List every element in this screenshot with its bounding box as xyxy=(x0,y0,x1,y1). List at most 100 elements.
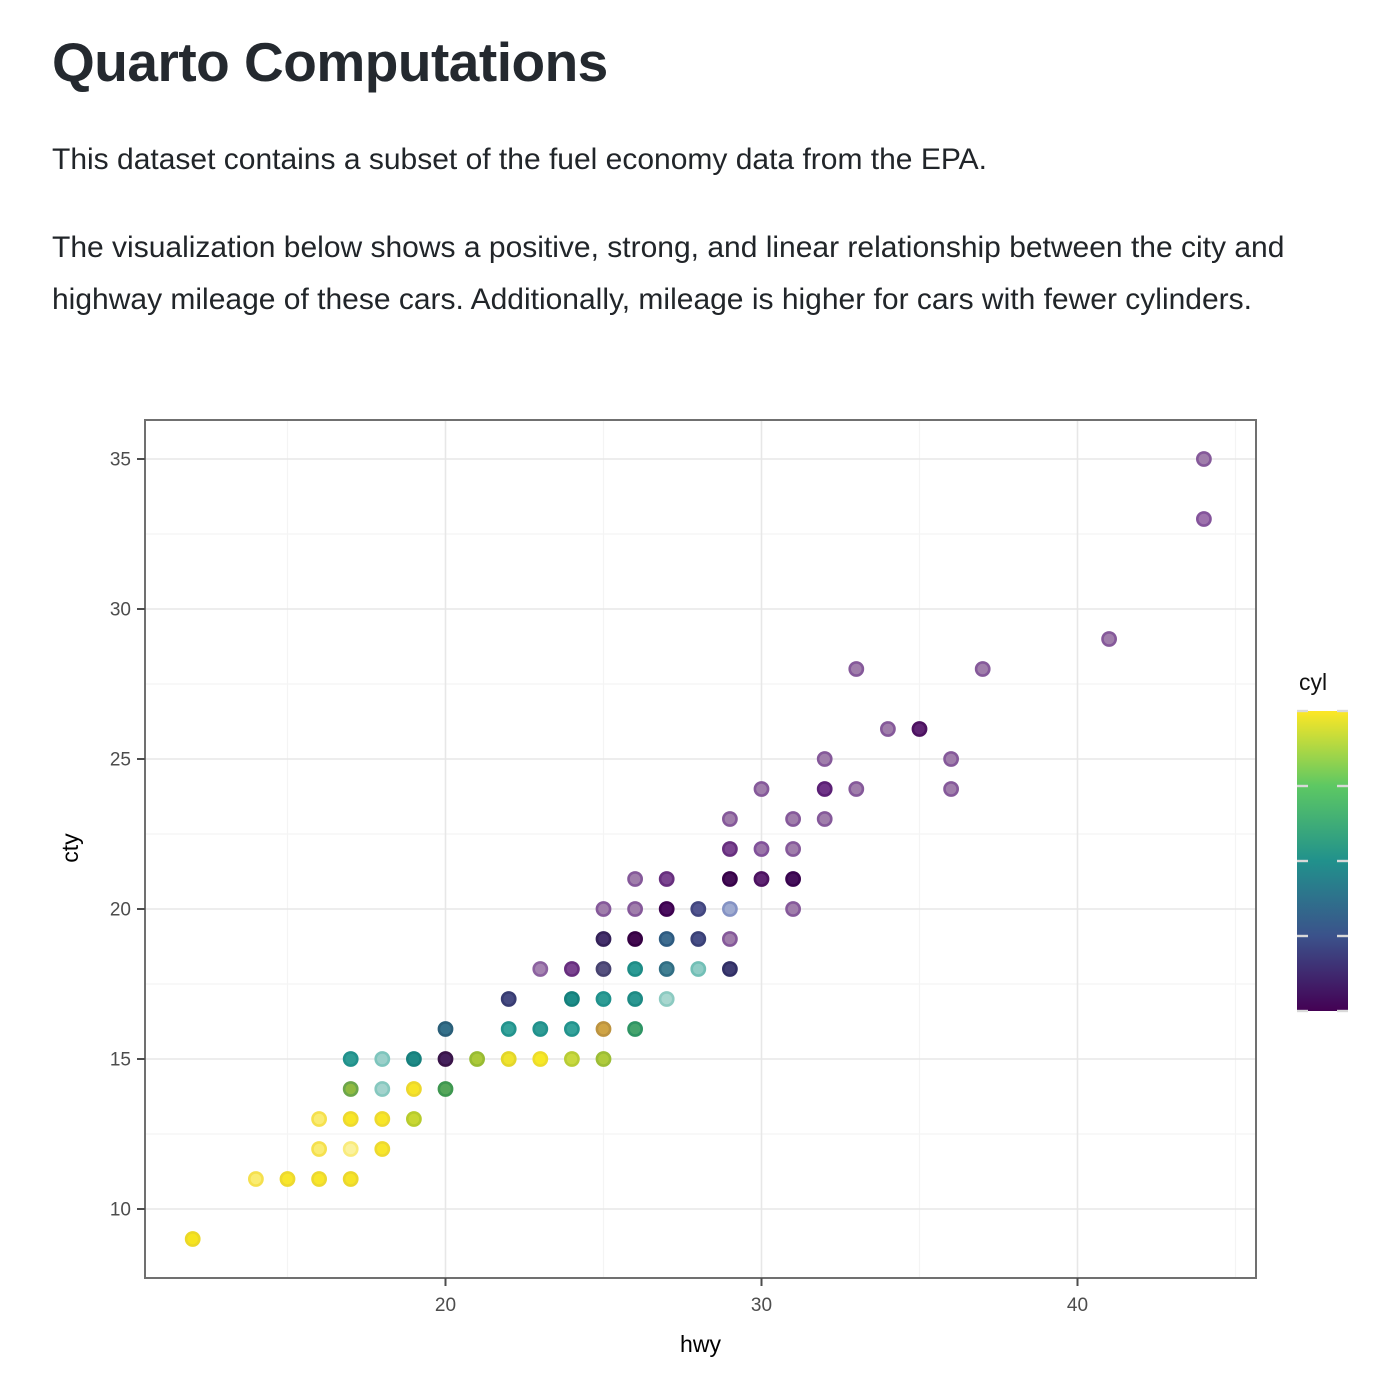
x-axis: 20 30 40 hwy xyxy=(435,1278,1088,1357)
data-point xyxy=(627,901,643,917)
data-point xyxy=(785,841,801,857)
data-point xyxy=(311,1171,327,1187)
data-point xyxy=(690,931,707,947)
data-point xyxy=(595,1021,612,1037)
data-point xyxy=(658,991,675,1007)
data-point xyxy=(816,811,833,827)
data-point xyxy=(311,1141,327,1157)
data-point xyxy=(785,811,801,827)
scatter-points xyxy=(184,451,1212,1247)
legend-colorbar: cyl xyxy=(1297,669,1348,1013)
data-point xyxy=(595,991,612,1007)
x-tick-label: 20 xyxy=(435,1295,456,1316)
y-tick-label: 30 xyxy=(110,600,131,621)
data-point xyxy=(785,871,801,887)
data-point xyxy=(911,721,928,737)
description-paragraph: The visualization below shows a positive… xyxy=(52,231,1285,316)
data-point xyxy=(722,961,738,977)
data-point xyxy=(943,751,959,767)
data-point xyxy=(785,901,801,917)
grid-minor xyxy=(145,420,1256,1278)
data-point xyxy=(880,721,896,737)
data-point xyxy=(564,961,580,977)
data-point xyxy=(469,1051,485,1067)
data-point xyxy=(342,1051,359,1067)
data-point xyxy=(627,961,643,977)
data-point xyxy=(184,1231,201,1247)
data-point xyxy=(627,991,643,1007)
legend-title: cyl xyxy=(1299,669,1327,695)
y-tick-label: 15 xyxy=(110,1050,131,1071)
data-point xyxy=(658,961,675,977)
data-point xyxy=(848,781,865,797)
data-point xyxy=(722,931,738,947)
y-tick-label: 35 xyxy=(110,450,131,471)
data-point xyxy=(311,1111,327,1127)
data-point xyxy=(564,1021,580,1037)
data-point xyxy=(943,781,959,797)
data-point xyxy=(247,1171,264,1187)
data-point xyxy=(722,871,738,887)
data-point xyxy=(342,1111,359,1127)
plot-panel xyxy=(145,420,1256,1278)
data-point xyxy=(816,781,833,797)
data-point xyxy=(658,931,675,947)
data-point xyxy=(595,901,612,917)
page-title: Quarto Computations xyxy=(52,31,608,93)
data-point xyxy=(564,1051,580,1067)
data-point xyxy=(500,991,517,1007)
data-point xyxy=(848,661,865,677)
data-point xyxy=(595,1051,612,1067)
data-point xyxy=(532,961,549,977)
intro-paragraph: This dataset contains a subset of the fu… xyxy=(52,143,987,176)
data-point xyxy=(753,841,770,857)
y-tick-label: 25 xyxy=(110,750,131,771)
data-point xyxy=(405,1051,422,1067)
data-point xyxy=(722,811,738,827)
data-point xyxy=(690,901,707,917)
x-tick-label: 30 xyxy=(751,1295,772,1316)
data-point xyxy=(437,1081,454,1097)
data-point xyxy=(374,1141,391,1157)
data-point xyxy=(532,1051,549,1067)
data-point xyxy=(342,1141,359,1157)
data-point xyxy=(500,1021,517,1037)
data-point xyxy=(690,961,707,977)
data-point xyxy=(564,991,580,1007)
data-point xyxy=(595,961,612,977)
data-point xyxy=(342,1171,359,1187)
data-point xyxy=(627,1021,643,1037)
x-tick-label: 40 xyxy=(1067,1295,1088,1316)
data-point xyxy=(595,931,612,947)
data-point xyxy=(974,661,991,677)
data-point xyxy=(753,871,770,887)
data-point xyxy=(1101,631,1117,647)
data-point xyxy=(658,901,675,917)
data-point xyxy=(279,1171,296,1187)
x-axis-title: hwy xyxy=(680,1331,721,1357)
data-point xyxy=(342,1081,359,1097)
y-axis: 10 15 20 25 30 35 cty xyxy=(57,450,145,1221)
data-point xyxy=(374,1081,391,1097)
data-point xyxy=(437,1021,454,1037)
data-point xyxy=(722,901,738,917)
data-point xyxy=(1196,511,1212,527)
y-axis-title: cty xyxy=(57,833,83,863)
data-point xyxy=(532,1021,549,1037)
data-point xyxy=(374,1111,391,1127)
data-point xyxy=(627,931,643,947)
data-point xyxy=(405,1081,422,1097)
data-point xyxy=(753,781,770,797)
data-point xyxy=(405,1111,422,1127)
data-point xyxy=(722,841,738,857)
data-point xyxy=(500,1051,517,1067)
data-point xyxy=(658,871,675,887)
panel-border xyxy=(144,419,1257,1279)
y-tick-label: 10 xyxy=(110,1200,131,1221)
data-point xyxy=(374,1051,391,1067)
y-tick-label: 20 xyxy=(110,900,131,921)
data-point xyxy=(627,871,643,887)
